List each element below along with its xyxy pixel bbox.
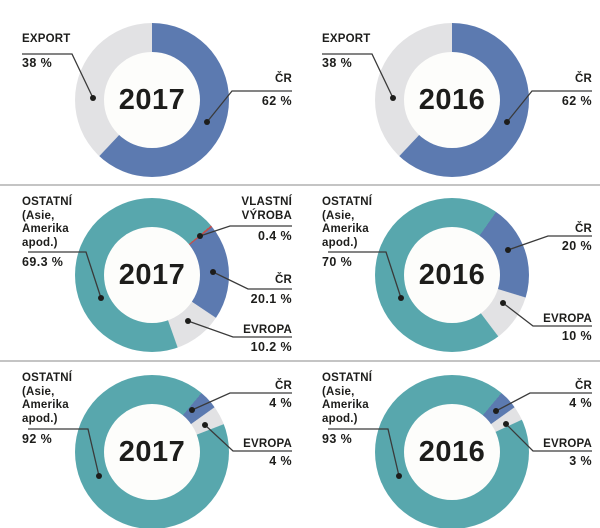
slice-label-evropa: EVROPA xyxy=(243,438,292,450)
chart-year-label: 2016 xyxy=(418,258,486,291)
slice-pct-vlastni-vyroba: 0.4 % xyxy=(258,229,292,243)
chart-cell-2016-sourcing: 2016 OSTATNÍ (Asie, Amerika apod.) 70 % … xyxy=(300,186,600,360)
slice-label-export: EXPORT xyxy=(322,33,371,45)
slice-label-ostatni: OSTATNÍ (Asie, Amerika apod.) xyxy=(22,372,73,425)
slice-pct-cr: 20.1 % xyxy=(250,292,292,306)
chart-year-label: 2016 xyxy=(418,435,486,468)
slice-label-cr: ČR xyxy=(274,73,292,85)
chart-year-label: 2017 xyxy=(118,258,186,291)
chart-year-label: 2017 xyxy=(118,435,186,468)
chart-cell-2016-regions: 2016 OSTATNÍ (Asie, Amerika apod.) 93 % … xyxy=(300,362,600,528)
row-divider xyxy=(0,184,600,186)
donut-ring: 2017 xyxy=(75,375,229,528)
donut-ring: 2017 xyxy=(75,198,229,352)
donut-ring: 2017 xyxy=(75,23,229,177)
chart-year-label: 2016 xyxy=(418,83,486,116)
slice-label-evropa: EVROPA xyxy=(543,438,592,450)
donut-hole: 2017 xyxy=(104,404,200,500)
slice-pct-cr: 4 % xyxy=(569,396,592,410)
donut-hole: 2017 xyxy=(104,227,200,323)
slice-pct-evropa: 10.2 % xyxy=(250,340,292,354)
slice-pct-cr: 62 % xyxy=(561,94,592,108)
slice-pct-evropa: 4 % xyxy=(269,454,292,468)
donut-ring: 2016 xyxy=(375,375,529,528)
chart-cell-2017-export: 2017 EXPORT 38 % ČR 62 % xyxy=(0,0,300,184)
donut-hole: 2016 xyxy=(404,52,500,148)
row-divider xyxy=(0,360,600,362)
slice-pct-cr: 62 % xyxy=(261,94,292,108)
slice-label-evropa: EVROPA xyxy=(243,324,292,336)
slice-label-export: EXPORT xyxy=(22,33,71,45)
slice-pct-ostatni: 92 % xyxy=(22,432,53,446)
chart-cell-2017-regions: 2017 OSTATNÍ (Asie, Amerika apod.) 92 % … xyxy=(0,362,300,528)
slice-label-ostatni: OSTATNÍ (Asie, Amerika apod.) xyxy=(322,372,373,425)
slice-pct-cr: 4 % xyxy=(269,396,292,410)
donut-hole: 2016 xyxy=(404,227,500,323)
slice-label-ostatni: OSTATNÍ (Asie, Amerika apod.) xyxy=(322,196,373,249)
slice-label-cr: ČR xyxy=(274,380,292,392)
donut-hole: 2016 xyxy=(404,404,500,500)
slice-label-vlastni-vyroba: VLASTNÍ VÝROBA xyxy=(241,196,292,222)
slice-label-cr: ČR xyxy=(574,223,592,235)
slice-label-cr: ČR xyxy=(274,274,292,286)
donut-ring: 2016 xyxy=(375,198,529,352)
chart-cell-2016-export: 2016 EXPORT 38 % ČR 62 % xyxy=(300,0,600,184)
slice-label-evropa: EVROPA xyxy=(543,313,592,325)
slice-label-cr: ČR xyxy=(574,380,592,392)
slice-pct-export: 38 % xyxy=(322,56,353,70)
slice-pct-cr: 20 % xyxy=(561,239,592,253)
chart-year-label: 2017 xyxy=(118,83,186,116)
slice-label-ostatni: OSTATNÍ (Asie, Amerika apod.) xyxy=(22,196,73,249)
slice-pct-ostatni: 70 % xyxy=(322,255,353,269)
slice-pct-ostatni: 69.3 % xyxy=(22,255,64,269)
donut-ring: 2016 xyxy=(375,23,529,177)
slice-pct-export: 38 % xyxy=(22,56,53,70)
slice-label-cr: ČR xyxy=(574,73,592,85)
slice-pct-ostatni: 93 % xyxy=(322,432,353,446)
chart-cell-2017-sourcing: 2017 OSTATNÍ (Asie, Amerika apod.) 69.3 … xyxy=(0,186,300,360)
slice-pct-evropa: 10 % xyxy=(561,329,592,343)
donut-hole: 2017 xyxy=(104,52,200,148)
slice-pct-evropa: 3 % xyxy=(569,454,592,468)
